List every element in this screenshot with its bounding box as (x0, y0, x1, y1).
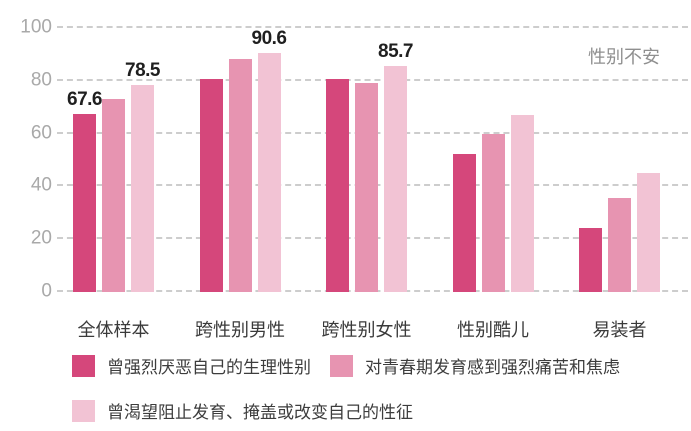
bars-row: 67.6 78.5 90.6 85.7 (57, 28, 688, 292)
x-axis-labels: 全体样本 跨性别男性 跨性别女性 性别酷儿 易装者 (57, 316, 688, 342)
category-label-crossdresser: 易装者 (592, 320, 647, 340)
bar-跨性别男性-series-1 (199, 79, 223, 292)
series-2-swatch (330, 354, 353, 377)
bar-全体样本-series-3: 78.5 (125, 60, 160, 292)
bar-value-label: 90.6 (251, 27, 287, 49)
legend-label-series-3: 曾渴望阻止发育、掩盖或改变自己的性征 (107, 403, 413, 422)
bar-跨性别女性-series-3: 85.7 (378, 41, 413, 292)
series-1-swatch (72, 354, 95, 377)
category-label-overall: 全体样本 (77, 320, 150, 340)
plot-area: 67.6 78.5 90.6 85.7 (57, 26, 688, 292)
y-tick-label-60: 60 (30, 122, 52, 144)
legend-item-series-2: 对青春期发育感到强烈痛苦和焦虑 (330, 353, 620, 378)
y-tick-label-80: 80 (30, 69, 52, 91)
category-label-trans-men: 跨性别男性 (195, 320, 285, 340)
bar-group-5 (579, 172, 660, 292)
bar-全体样本-series-1: 67.6 (67, 89, 102, 292)
y-axis: 0 20 40 60 80 100 (0, 17, 52, 302)
bar-性别酷儿-series-1 (452, 153, 476, 292)
bar-性别酷儿-series-3 (510, 115, 534, 292)
category-label-trans-women: 跨性别女性 (321, 320, 412, 340)
chart-annotation: 性别不安 (588, 47, 660, 67)
bar-跨性别女性-series-2 (355, 82, 378, 292)
legend-label-series-1: 曾强烈厌恶自己的生理性别 (107, 358, 311, 377)
legend: 曾强烈厌恶自己的生理性别 对青春期发育感到强烈痛苦和焦虑 曾渴望阻止发育、掩盖或… (72, 353, 687, 431)
bar-易装者-series-2 (608, 197, 631, 292)
bar-group-2: 90.6 (199, 28, 287, 292)
y-tick-label-20: 20 (30, 227, 52, 249)
bar-group-1: 67.6 78.5 (67, 60, 160, 292)
bar-性别酷儿-series-2 (481, 134, 505, 292)
category-label-genderqueer: 性别酷儿 (457, 320, 529, 340)
bar-跨性别男性-series-2 (228, 58, 252, 292)
legend-item-series-1: 曾强烈厌恶自己的生理性别 (72, 353, 311, 378)
gridline-100 (57, 26, 688, 28)
legend-label-series-2: 对青春期发育感到强烈痛苦和焦虑 (365, 358, 620, 377)
bar-易装者-series-1 (579, 228, 602, 292)
legend-row-2: 曾渴望阻止发育、掩盖或改变自己的性征 (72, 398, 687, 423)
bar-全体样本-series-2 (102, 98, 125, 292)
series-3-swatch (72, 399, 95, 422)
legend-row-1: 曾强烈厌恶自己的生理性别 对青春期发育感到强烈痛苦和焦虑 (72, 353, 687, 378)
bar-group-4 (452, 115, 534, 292)
bar-value-label: 78.5 (125, 59, 160, 81)
bar-跨性别男性-series-3: 90.6 (252, 28, 287, 292)
gridline-80 (57, 78, 688, 81)
bar-易装者-series-3 (637, 172, 660, 292)
y-tick-label-100: 100 (20, 16, 52, 38)
bar-value-label: 67.6 (67, 88, 102, 110)
y-tick-label-40: 40 (30, 174, 52, 196)
bar-跨性别女性-series-1 (326, 79, 349, 292)
legend-item-series-3: 曾渴望阻止发育、掩盖或改变自己的性征 (72, 398, 413, 423)
bar-value-label: 85.7 (378, 40, 413, 62)
bar-group-3: 85.7 (326, 41, 413, 292)
y-tick-label-0: 0 (41, 280, 52, 302)
